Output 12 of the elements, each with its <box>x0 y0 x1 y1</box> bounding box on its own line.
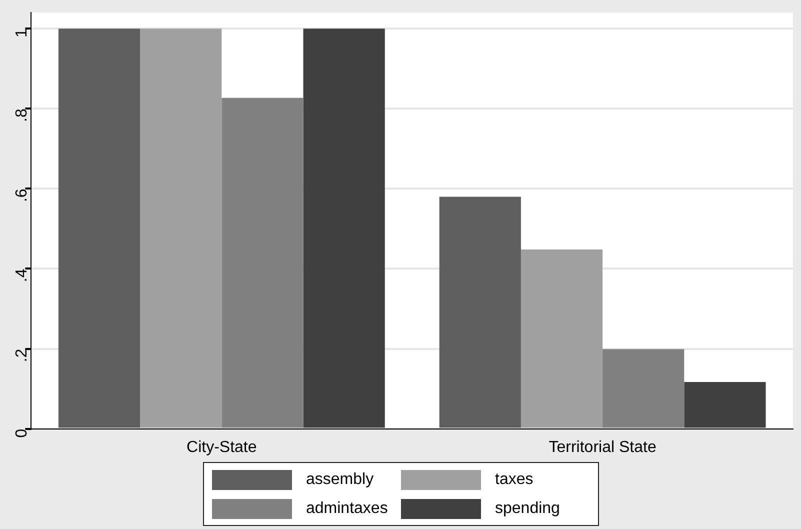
y-tick-label: 0 <box>14 428 31 438</box>
y-tick-label: .4 <box>14 268 31 282</box>
legend-label: assembly <box>306 470 374 488</box>
legend-label: admintaxes <box>306 500 388 518</box>
y-tick-label: .6 <box>14 188 31 202</box>
y-tick-label: .8 <box>14 108 31 122</box>
x-tick-label: City-State <box>186 438 257 456</box>
y-tick-label: 1 <box>14 28 31 38</box>
legend-label: spending <box>495 500 560 518</box>
legend-label: taxes <box>495 470 534 488</box>
x-tick-label: Territorial State <box>548 438 656 456</box>
y-tick-label: .2 <box>14 348 31 362</box>
